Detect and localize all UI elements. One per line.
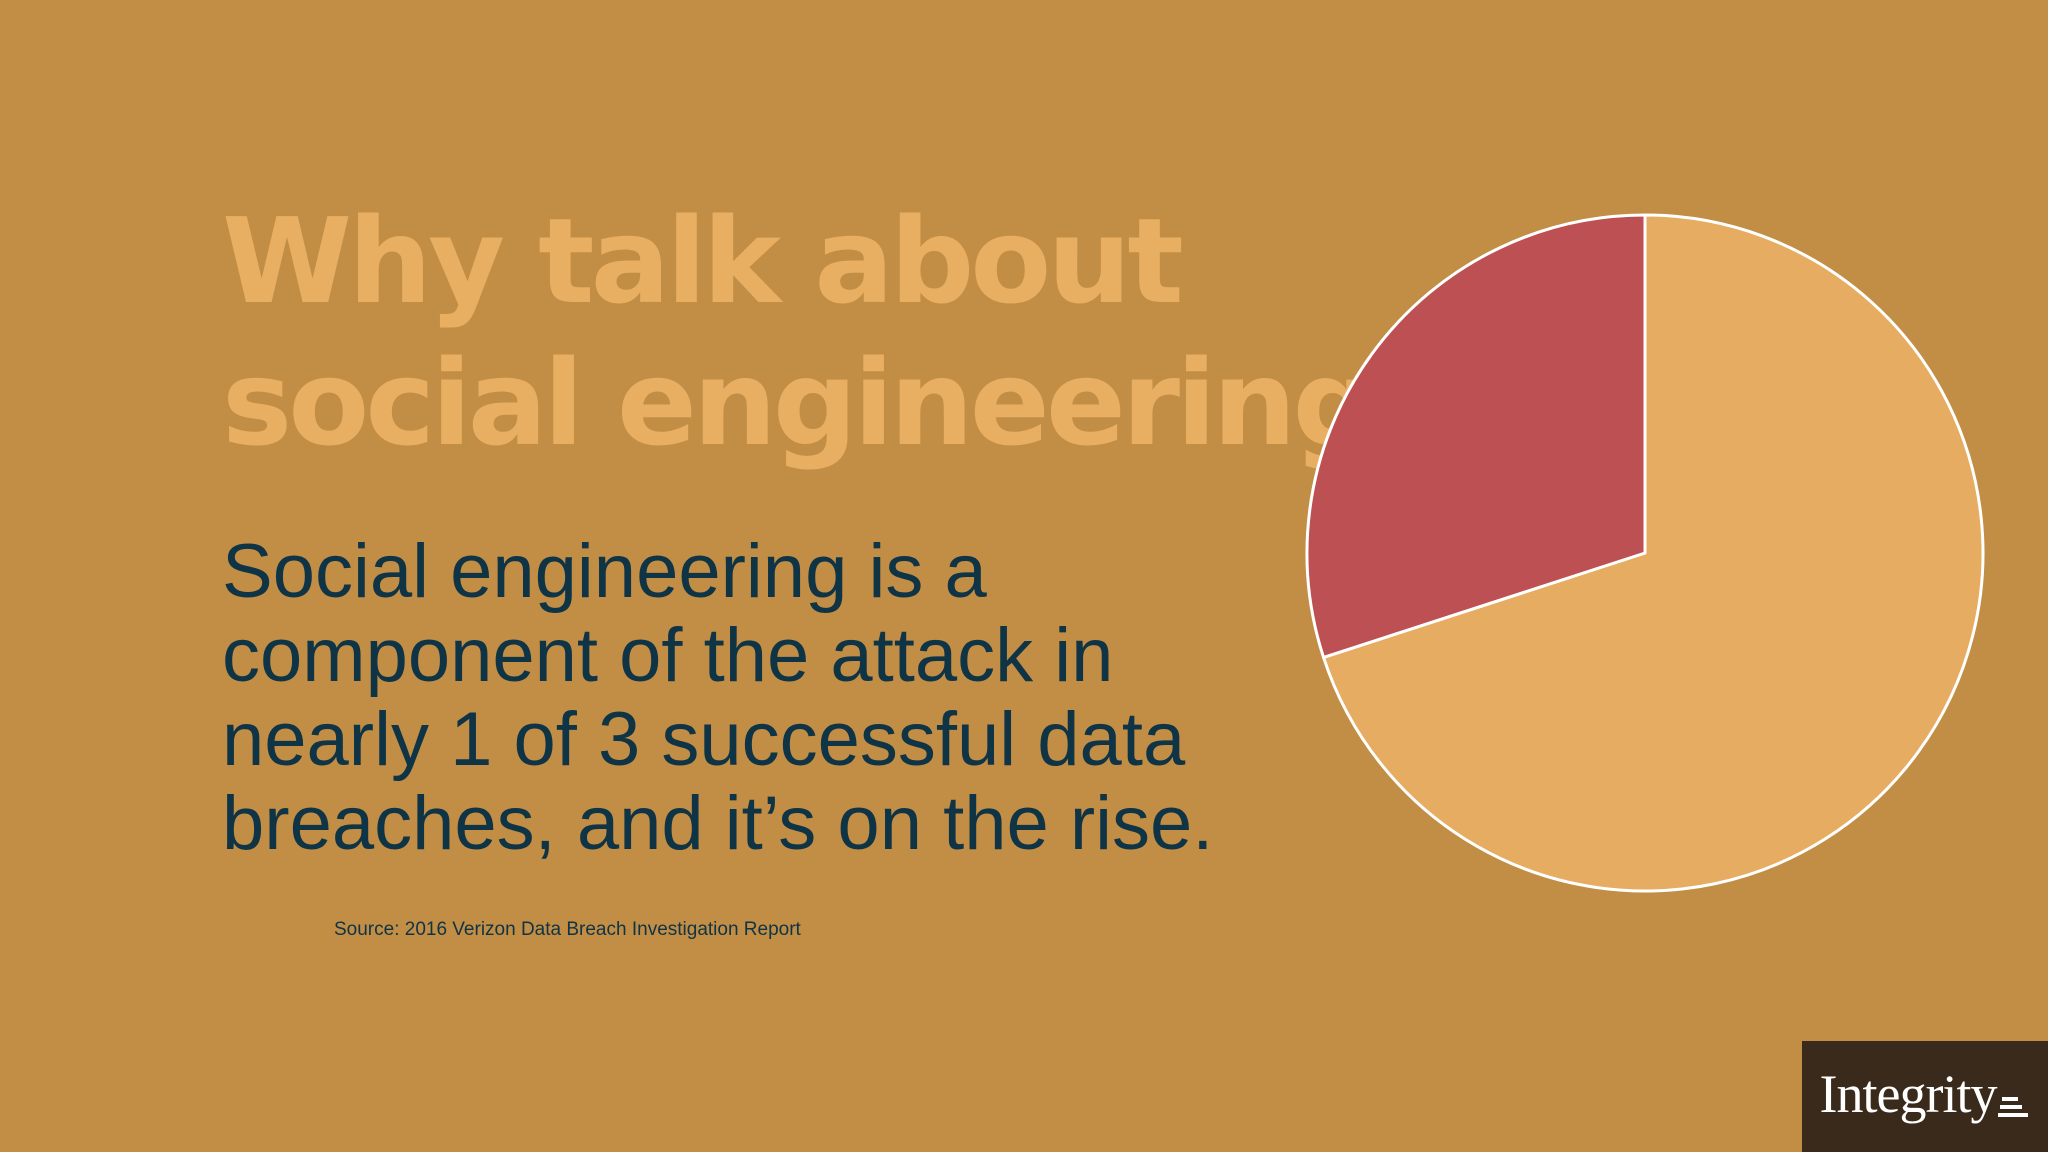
title-line-2: social engineering? — [222, 334, 1441, 472]
slide-title: Why talk about social engineering? — [222, 190, 1441, 474]
title-line-1: Why talk about — [222, 192, 1184, 330]
pie-chart — [1305, 213, 1985, 893]
integrity-logo: Integrity — [1802, 1041, 2048, 1152]
pie-slice-2 — [1305, 213, 1647, 659]
body-line-4: breaches, and it’s on the rise. — [222, 781, 1214, 866]
body-line-2: component of the attack in — [222, 613, 1114, 698]
body-line-3: nearly 1 of 3 successful data — [222, 697, 1186, 782]
source-citation: Source: 2016 Verizon Data Breach Investi… — [334, 919, 801, 940]
stacked-bars-icon — [1998, 1096, 2029, 1117]
body-text: Social engineering is a component of the… — [222, 530, 1342, 866]
body-line-1: Social engineering is a — [222, 529, 987, 614]
pie-slice-1 — [1322, 213, 1985, 893]
logo-text: Integrity — [1819, 1063, 1998, 1124]
